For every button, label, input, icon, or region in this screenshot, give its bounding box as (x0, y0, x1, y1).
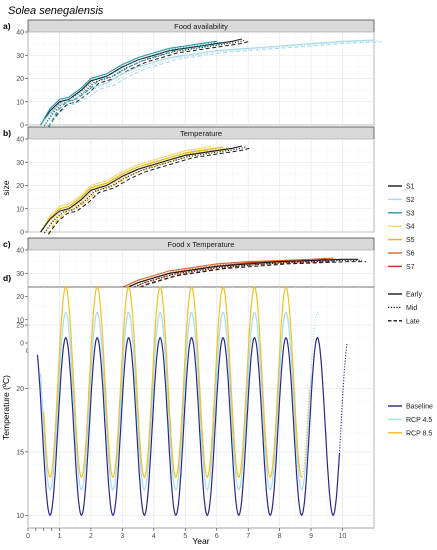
panel-tag: d) (3, 273, 11, 283)
series-line-s1-late (48, 261, 367, 346)
y-tick-label: 20 (16, 183, 24, 190)
y-tick-label: 40 (16, 137, 24, 144)
y-tick-label: 10 (16, 99, 24, 106)
y-tick-label: 10 (16, 206, 24, 213)
x-tick-label: 5 (183, 533, 187, 540)
species-title: Solea senegalensis (8, 5, 104, 17)
legend-label: S4 (406, 224, 415, 231)
x-tick-label: 3 (120, 533, 124, 540)
series-line-rcp-4-5 (40, 311, 312, 491)
legend-climate: Baseline RCP 4.5 RCP 8.5 (388, 404, 433, 437)
y-tick-label: 30 (16, 53, 24, 60)
y-tick-label: 0 (20, 341, 24, 348)
series-lines (40, 145, 250, 235)
legend-label: S6 (406, 251, 415, 258)
legend-label: RCP 4.5 (406, 417, 432, 424)
series-line-s2-mid (44, 40, 378, 127)
x-tick-label: 1 (58, 533, 62, 540)
x-tick-label: 0 (26, 533, 30, 540)
series-line-s3-mid (43, 41, 221, 127)
legend-label: S7 (406, 264, 415, 271)
legend-label: Baseline (406, 404, 433, 411)
y-tick-label: 10 (16, 317, 24, 324)
x-tick-label: 9 (309, 533, 313, 540)
series-line-s2-late (48, 41, 382, 128)
y-tick-label: 0 (20, 230, 24, 237)
series-line-s5-mid (43, 147, 227, 234)
series-line-s2-early (40, 39, 375, 126)
series-line-s3-early (40, 40, 217, 126)
x-tick-label: 8 (278, 533, 282, 540)
y-axis-label-size: size (1, 180, 11, 195)
y-tick-label: 20 (16, 386, 24, 393)
y-tick-label: 40 (16, 248, 24, 255)
legend-label: S1 (406, 184, 415, 191)
series-line-s1-early (40, 145, 243, 233)
panel-tag: a) (3, 21, 11, 31)
y-tick-label: 0 (20, 123, 24, 130)
gridlines (27, 138, 375, 233)
legend-label: S5 (406, 237, 415, 244)
legend-label: S2 (406, 197, 415, 204)
y-tick-label: 15 (16, 449, 24, 456)
y-tick-label: 40 (16, 30, 24, 37)
x-tick-label: 4 (152, 533, 156, 540)
series-line-s5-late (47, 148, 231, 234)
legend-label: Mid (406, 305, 417, 312)
y-axis-label-temperature: Temperature (ºC) (1, 375, 11, 440)
panel-2: Temperature 0 10 20 30 40 b) (3, 126, 375, 237)
series-tail (301, 388, 310, 478)
y-tick-label: 10 (16, 513, 24, 520)
strip-title: Temperature (180, 129, 222, 138)
series-line-baseline (36, 336, 340, 517)
series-line-rcp-8-5 (43, 286, 303, 479)
x-tick-label: 7 (246, 533, 250, 540)
x-axis-label-year: Year (192, 536, 209, 546)
legend-scenarios: S1 S2 S3 S4 S5 S6 S7 (388, 184, 415, 271)
series-line-s5-early (40, 146, 224, 233)
panel-1: Food availability 0 10 20 30 40 a) (3, 19, 382, 130)
legends: S1 S2 S3 S4 S5 S6 S7 Early Mid Late Baseline RCP 4.… (388, 184, 433, 437)
series-lines (40, 38, 382, 128)
panel-tag: b) (3, 128, 11, 138)
series-tail (338, 343, 348, 455)
y-tick-label: 25 (16, 323, 24, 330)
panel-4: 10 15 20 25 0 1 2 3 4 5 6 7 8 9 10 d) Year Temperature (º… (1, 273, 375, 546)
strip-title: Food availability (174, 22, 228, 31)
series-tail (310, 311, 320, 374)
y-tick-label: 30 (16, 160, 24, 167)
panels: Food availability010203040a)Temperature0… (1, 19, 382, 546)
legend-label: Late (406, 318, 420, 325)
legend-label: S3 (406, 210, 415, 217)
series-lines (36, 286, 348, 517)
legend-period: Early Mid Late (388, 292, 422, 325)
series-line-s4-late (47, 147, 219, 234)
series-line-s1-mid (43, 146, 246, 234)
legend-label: Early (406, 292, 422, 299)
strip-title: Food x Temperature (168, 240, 235, 249)
x-tick-label: 10 (339, 533, 347, 540)
series-line-s4-early (40, 145, 211, 233)
y-tick-label: 30 (16, 271, 24, 278)
panel-tag: c) (3, 239, 11, 249)
x-tick-label: 6 (215, 533, 219, 540)
y-tick-label: 20 (16, 76, 24, 83)
x-tick-label: 2 (89, 533, 93, 540)
series-line-s1-late (47, 147, 250, 235)
legend-label: RCP 8.5 (406, 430, 432, 437)
series-line-s3-late (47, 42, 225, 127)
y-tick-label: 20 (16, 294, 24, 301)
